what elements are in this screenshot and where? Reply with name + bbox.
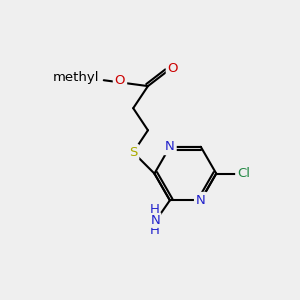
- Text: N: N: [150, 214, 160, 226]
- Text: O: O: [168, 62, 178, 75]
- Text: S: S: [129, 146, 137, 159]
- Text: methyl: methyl: [53, 71, 99, 84]
- Text: Cl: Cl: [237, 167, 250, 180]
- Text: H: H: [150, 224, 160, 237]
- Text: O: O: [115, 74, 125, 87]
- Text: H: H: [150, 203, 160, 216]
- Text: N: N: [196, 194, 206, 207]
- Text: N: N: [165, 140, 175, 153]
